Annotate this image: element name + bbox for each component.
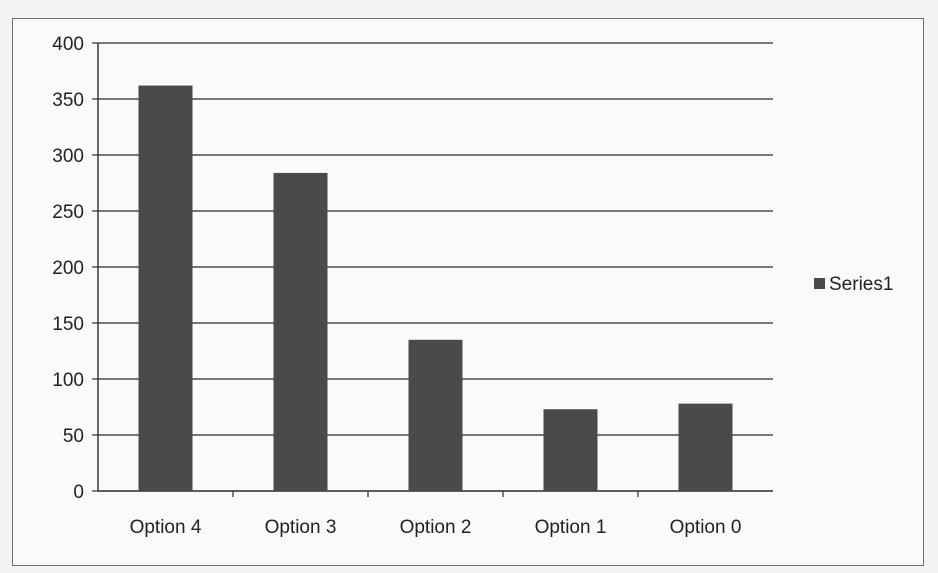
bar [273,172,328,492]
bar [138,85,193,491]
x-tick-label: Option 1 [535,517,607,538]
y-tick-label: 400 [52,34,84,55]
x-tick-label: Option 2 [400,517,472,538]
gridlines [98,42,773,436]
bars [138,85,733,492]
y-tick-label: 250 [52,202,84,223]
y-tick-labels: 0 50 100 150 200 250 300 350 400 [52,34,84,503]
legend-swatch [814,278,825,289]
x-tick-label: Option 0 [670,517,742,538]
y-tick-label: 300 [52,146,84,167]
legend: Series1 [814,274,893,295]
x-tick-label: Option 3 [265,517,337,538]
legend-label: Series1 [829,274,893,295]
bar [408,339,463,491]
y-tick-label: 200 [52,258,84,279]
chart-frame: 0 50 100 150 200 250 300 350 400 Option 4 Option … [12,18,924,566]
y-tick-label: 0 [73,482,84,503]
y-tick-label: 350 [52,90,84,111]
y-tick-label: 50 [63,426,84,447]
x-tick-labels: Option 4 Option 3 Option 2 Option 1 Option 0 [130,517,742,538]
x-tick-label: Option 4 [130,517,202,538]
y-tick-label: 150 [52,314,84,335]
y-tick-label: 100 [52,370,84,391]
bar [543,409,598,491]
bar [678,403,733,491]
